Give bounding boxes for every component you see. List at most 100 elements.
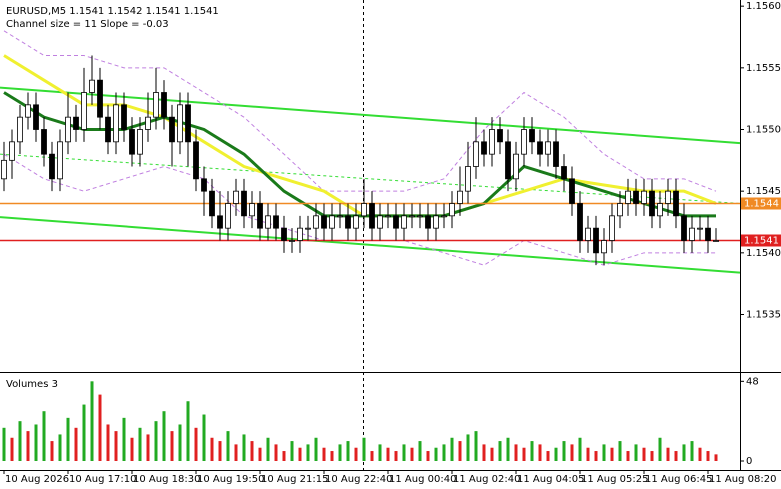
price-label-bg	[741, 234, 781, 247]
volume-bar	[130, 437, 134, 461]
volume-bar	[186, 401, 190, 461]
volume-bar	[162, 411, 166, 461]
candle-body	[713, 240, 719, 242]
candle-body	[73, 116, 79, 130]
volume-bar	[194, 427, 198, 461]
candle-body	[465, 166, 471, 192]
volume-bar	[682, 444, 686, 461]
candle-body	[521, 129, 527, 155]
candle-body	[1, 159, 7, 180]
candle-body	[217, 215, 223, 229]
candle-body	[561, 166, 567, 180]
volume-bar	[634, 444, 638, 461]
candle-body	[145, 116, 151, 130]
volume-bar	[450, 437, 454, 461]
volume-bar	[458, 441, 462, 461]
volume-bar	[178, 424, 182, 461]
candle-body	[289, 240, 295, 242]
candle-body	[329, 215, 335, 229]
volume-bar	[442, 444, 446, 461]
volume-bar	[594, 451, 598, 461]
volume-bar	[242, 434, 246, 461]
volume-bar	[250, 441, 254, 461]
volume-bar	[114, 431, 118, 461]
volume-bar	[538, 444, 542, 461]
volume-bar	[522, 447, 526, 461]
candle-body	[345, 215, 351, 229]
channel-line	[0, 86, 741, 145]
volume-bar	[34, 424, 38, 461]
x-tick-label: 11 Aug 06:45	[645, 474, 712, 485]
candle-body	[497, 129, 503, 143]
volume-bar	[10, 437, 14, 461]
candle-body	[553, 141, 559, 167]
y-tick-label: 1.1545	[746, 186, 781, 197]
volume-bar	[714, 454, 718, 461]
candle-body	[225, 203, 231, 229]
candle-body	[641, 190, 647, 204]
candle-body	[305, 227, 311, 230]
volume-bar	[170, 431, 174, 461]
candle-body	[89, 79, 95, 93]
candle-body	[689, 227, 695, 241]
y-tick-label: 1.1560	[746, 1, 781, 12]
x-tick-label: 11 Aug 00:40	[389, 474, 456, 485]
y-tick-label: 1.1550	[746, 125, 781, 136]
candle-body	[153, 92, 159, 118]
candle-body	[241, 190, 247, 217]
volume-bar	[98, 394, 102, 461]
candle-body	[593, 227, 599, 254]
candle-body	[545, 141, 551, 155]
candle-body	[369, 203, 375, 229]
volume-bar	[410, 447, 414, 461]
candle-body	[33, 104, 39, 130]
volume-bar	[658, 437, 662, 461]
candle-body	[25, 104, 31, 118]
x-tick-label: 11 Aug 08:20	[709, 474, 776, 485]
candle-body	[569, 178, 575, 204]
volume-bar	[210, 437, 214, 461]
candle-body	[633, 190, 639, 204]
indicator-line	[3, 30, 717, 192]
candle-body	[457, 190, 463, 204]
candle-body	[137, 129, 143, 155]
candle-body	[185, 104, 191, 143]
candle-body	[425, 215, 431, 229]
candle-body	[441, 215, 447, 218]
candle-body	[625, 190, 631, 204]
volume-bar	[554, 447, 558, 461]
volume-bar	[626, 451, 630, 461]
volume-bar	[642, 447, 646, 461]
volume-bar	[346, 441, 350, 461]
candle-body	[673, 190, 679, 217]
volume-bar	[546, 451, 550, 461]
volume-bar	[586, 447, 590, 461]
volume-bar	[138, 427, 142, 461]
x-tick-label: 10 Aug 2026	[5, 474, 69, 485]
candle-body	[9, 141, 15, 161]
volume-bar	[698, 447, 702, 461]
candle-body	[129, 129, 135, 155]
candle-body	[265, 215, 271, 229]
candle-body	[617, 203, 623, 217]
volume-bar	[706, 451, 710, 461]
volume-bar	[122, 417, 126, 461]
x-tick-label: 11 Aug 02:40	[453, 474, 520, 485]
x-tick-label: 11 Aug 05:25	[581, 474, 648, 485]
candle-body	[273, 215, 279, 229]
volume-bar	[378, 444, 382, 461]
volume-bar	[266, 437, 270, 461]
candle-body	[609, 215, 615, 241]
candle-body	[249, 203, 255, 217]
volume-bar	[482, 444, 486, 461]
volume-bar	[234, 444, 238, 461]
volume-bar	[618, 441, 622, 461]
volume-bar	[418, 441, 422, 461]
candle-body	[417, 215, 423, 218]
candle-body	[17, 116, 23, 143]
candle-body	[353, 215, 359, 229]
volume-bar	[514, 444, 518, 461]
candle-body	[41, 129, 47, 155]
candle-body	[481, 141, 487, 155]
